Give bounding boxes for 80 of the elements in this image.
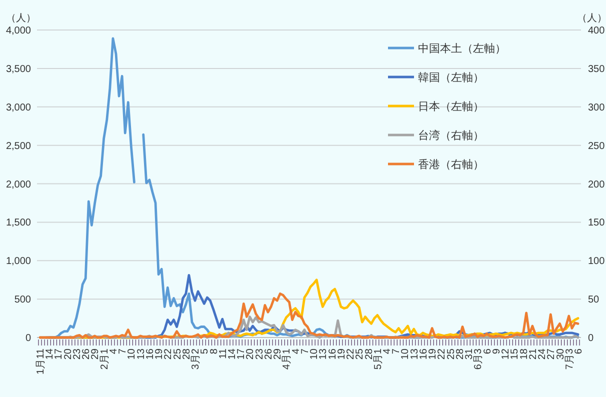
x-tick-label: 23: [72, 348, 83, 360]
x-tick-label: 5月1: [372, 348, 384, 370]
x-tick-label: 18: [518, 348, 530, 360]
x-tick-label: 19: [336, 348, 348, 360]
x-tick-label: 25: [446, 348, 457, 360]
y2-tick-label: 400: [588, 26, 606, 36]
y2-tick-label: 150: [588, 218, 606, 229]
x-tick-label: 12: [500, 348, 512, 360]
x-tick-label: 7: [118, 348, 129, 354]
y-tick-label: 2,000: [6, 179, 32, 190]
x-tick-label: 22: [346, 348, 357, 360]
x-tick-label: 25: [354, 348, 366, 360]
x-tick-label: 13: [318, 348, 330, 360]
x-tick-label: 19: [428, 348, 439, 360]
x-tick-label: 7: [300, 348, 311, 354]
line-series: [38, 292, 580, 339]
x-tick-label: 7月3: [564, 348, 576, 370]
legend-label: 香港（右軸）: [418, 158, 484, 171]
y2-tick-label: 0: [588, 333, 594, 344]
x-tick-label: 1月11: [36, 348, 46, 374]
x-tick-label: 6: [482, 348, 494, 354]
x-tick-label: 27: [546, 348, 558, 360]
x-tick-label: 25: [172, 348, 184, 360]
x-tick-label: 2月1: [99, 348, 110, 370]
y-tick-label: 3,500: [6, 64, 32, 75]
x-tick-label: 3月2: [190, 348, 202, 370]
x-tick-label: 6月3: [473, 348, 484, 370]
x-tick-label: 22: [436, 348, 448, 360]
x-tick-label: 23: [254, 348, 266, 360]
y-tick-label: 4,000: [6, 26, 32, 36]
x-tick-label: 19: [154, 348, 166, 360]
y2-tick-label: 300: [588, 102, 606, 114]
x-tick-label: 17: [236, 348, 248, 360]
x-tick-label: 16: [144, 348, 156, 360]
x-tick-label: 20: [245, 348, 256, 360]
x-tick-label: 8: [208, 348, 220, 354]
x-tick-label: 15: [510, 348, 521, 360]
x-tick-label: 4: [382, 348, 394, 354]
legend-label: 台湾（右軸）: [418, 129, 484, 142]
x-tick-label: 4月1: [282, 348, 293, 370]
y-tick-label: 1,000: [6, 256, 32, 268]
x-tick-label: 10: [126, 348, 138, 360]
x-tick-label: 13: [136, 348, 147, 360]
x-tick-label: 5: [200, 348, 211, 354]
x-tick-label: 21: [528, 348, 539, 360]
x-tick-label: 14: [44, 348, 56, 360]
x-tick-label: 26: [81, 348, 92, 360]
x-tick-label: 20: [62, 348, 74, 360]
y2-tick-label: 100: [588, 256, 606, 268]
y2-tick-label: 200: [588, 179, 606, 190]
y2-tick-label: 50: [588, 294, 600, 306]
y-tick-label: 3,000: [6, 102, 32, 114]
x-tick-label: 17: [54, 348, 65, 360]
y2-axis-title: （人）: [577, 13, 606, 24]
y-axis-title: （人）: [6, 13, 36, 24]
x-tick-label: 24: [537, 348, 548, 360]
x-tick-label: 7: [391, 348, 402, 354]
x-tick-label: 28: [454, 348, 466, 360]
legend-label: 中国本土（左軸）: [418, 42, 506, 55]
y-tick-label: 500: [14, 294, 32, 306]
legend-label: 日本（左軸）: [418, 100, 484, 113]
x-tick-label: 22: [163, 348, 174, 360]
y-tick-label: 0: [25, 333, 32, 344]
x-tick-label: 26: [263, 348, 274, 360]
x-tick-label: 13: [409, 348, 420, 360]
y-tick-label: 1,500: [6, 218, 32, 229]
x-tick-label: 14: [226, 348, 238, 360]
x-tick-label: 9: [491, 348, 502, 354]
y2-tick-label: 350: [588, 64, 606, 75]
y2-tick-label: 250: [588, 140, 606, 152]
x-tick-label: 16: [418, 348, 430, 360]
x-tick-label: 6: [574, 348, 584, 354]
x-tick-label: 16: [327, 348, 338, 360]
x-tick-label: 4: [290, 348, 302, 354]
x-tick-label: 11: [218, 348, 229, 359]
x-tick-label: 10: [309, 348, 320, 360]
x-tick-label: 10: [400, 348, 412, 360]
y-tick-label: 2,500: [6, 140, 32, 152]
x-tick-label: 4: [108, 348, 120, 354]
legend-label: 韓国（左軸）: [418, 71, 484, 84]
